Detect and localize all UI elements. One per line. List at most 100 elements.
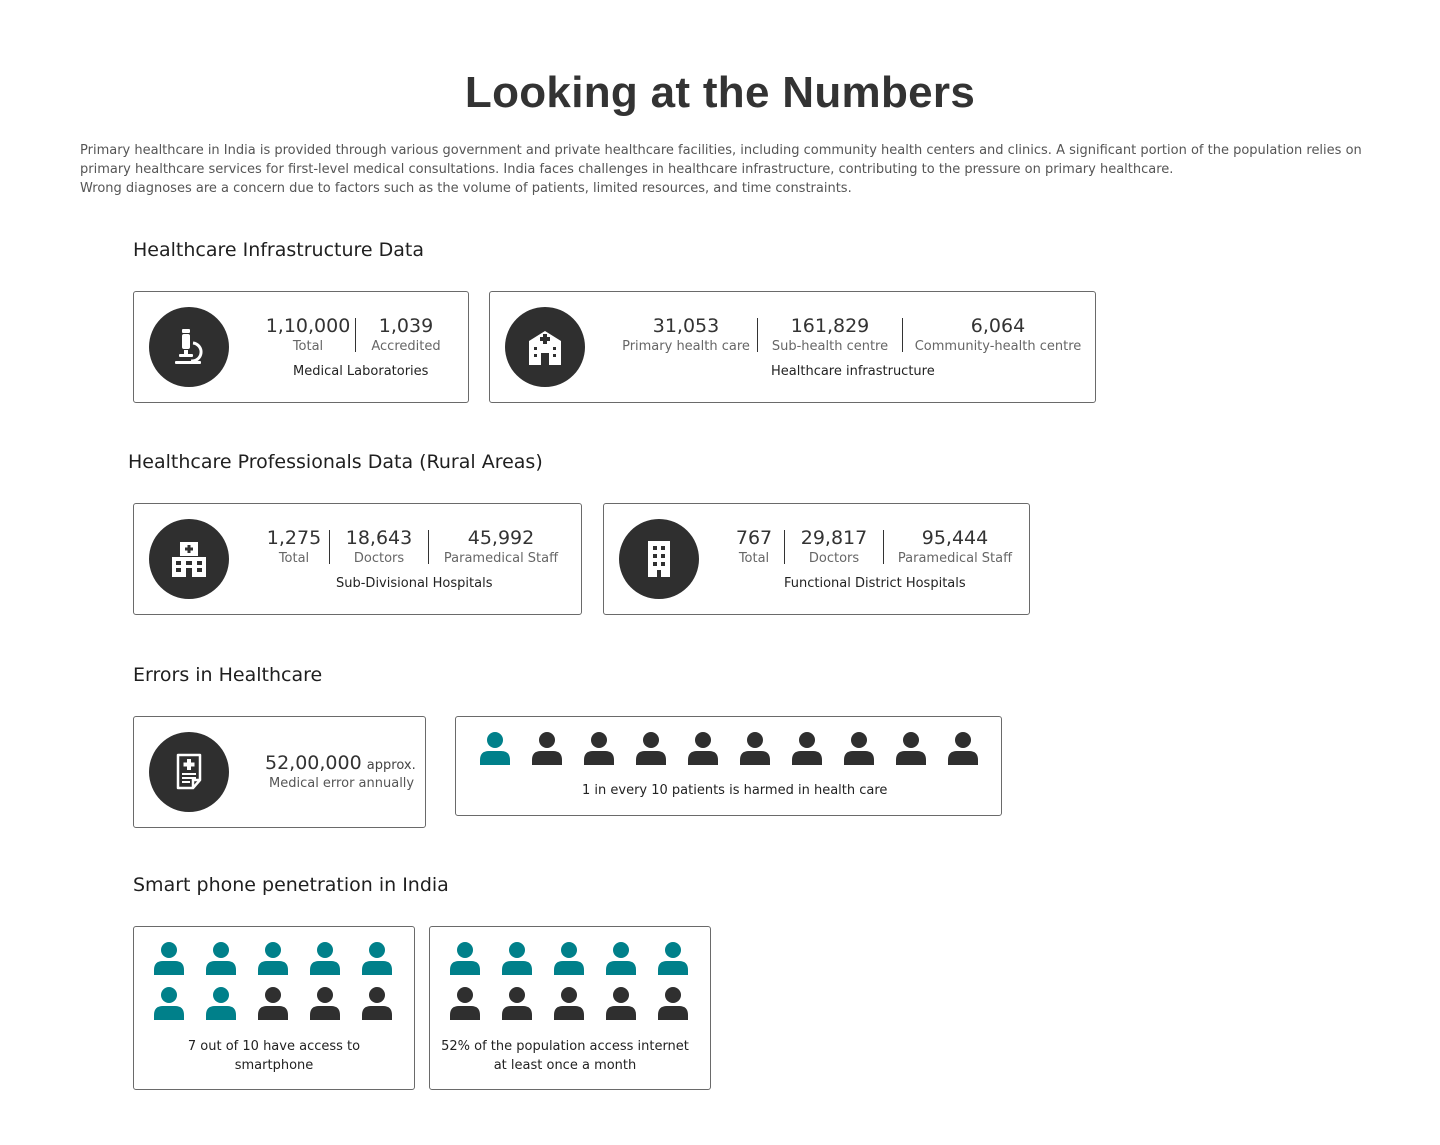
internet-access-caption: 52% of the population access internet at… — [430, 1037, 700, 1075]
person-icon — [310, 987, 340, 1020]
divider — [355, 318, 356, 352]
stat-total: 767 Total — [724, 526, 784, 568]
page-title: Looking at the Numbers — [464, 68, 976, 117]
person-icon — [606, 987, 636, 1020]
intro-text: Primary healthcare in India is provided … — [80, 141, 1370, 198]
sub-divisional-hospitals-card: 1,275 Total 18,643 Doctors 45,992 Parame… — [133, 503, 582, 615]
infrastructure-stats: 31,053 Primary health care 161,829 Sub-h… — [615, 314, 1093, 356]
person-icon — [896, 732, 926, 765]
stat-paramedical-staff: 45,992 Paramedical Staff — [429, 526, 573, 568]
section-title-errors: Errors in Healthcare — [133, 664, 323, 686]
person-highlighted-icon — [154, 942, 184, 975]
stat-paramedical-staff: 95,444 Paramedical Staff — [884, 526, 1026, 568]
section-title-infrastructure: Healthcare Infrastructure Data — [133, 239, 425, 261]
stat-value: 767 — [735, 527, 773, 549]
person-highlighted-icon — [310, 942, 340, 975]
stat-sub-health-centre: 161,829 Sub-health centre — [758, 314, 902, 356]
error-count: 52,00,000 — [265, 752, 362, 774]
person-highlighted-icon — [206, 942, 236, 975]
person-highlighted-icon — [362, 942, 392, 975]
stat-label: Doctors — [353, 551, 405, 566]
stat-label: Paramedical Staff — [897, 551, 1013, 566]
stat-value: 1,039 — [378, 315, 434, 337]
stat-total: 1,275 Total — [259, 526, 329, 568]
stat-value: 31,053 — [652, 315, 720, 337]
section-title-smartphone: Smart phone penetration in India — [133, 874, 449, 896]
card-caption: Healthcare infrastructure — [771, 364, 935, 379]
lab-stats: 1,10,000 Total 1,039 Accredited — [261, 314, 456, 356]
person-highlighted-icon — [154, 987, 184, 1020]
stat-label: Paramedical Staff — [443, 551, 559, 566]
person-icon — [362, 987, 392, 1020]
patient-harm-pictogram — [479, 731, 979, 765]
sub-divisional-stats: 1,275 Total 18,643 Doctors 45,992 Parame… — [259, 526, 573, 568]
intro-paragraph: Wrong diagnoses are a concern due to fac… — [80, 181, 852, 196]
caption-line: at least once a month — [493, 1058, 637, 1073]
stat-total: 1,10,000 Total — [261, 314, 355, 356]
stat-value: 95,444 — [921, 527, 989, 549]
person-icon — [554, 987, 584, 1020]
divider — [329, 530, 330, 564]
internet-pictogram-row — [449, 941, 689, 975]
divider — [902, 318, 903, 352]
error-count-suffix: approx. — [366, 758, 416, 773]
stat-label: Community-health centre — [914, 339, 1082, 354]
person-icon — [532, 732, 562, 765]
smartphone-pictogram-row — [153, 941, 393, 975]
person-highlighted-icon — [658, 942, 688, 975]
person-icon — [584, 732, 614, 765]
stat-label: Total — [292, 339, 324, 354]
medical-laboratories-card: 1,10,000 Total 1,039 Accredited Medical … — [133, 291, 469, 403]
person-highlighted-icon — [606, 942, 636, 975]
stat-label: Total — [738, 551, 770, 566]
person-icon — [658, 987, 688, 1020]
person-highlighted-icon — [450, 942, 480, 975]
hospital-icon — [505, 307, 585, 387]
functional-district-hospitals-card: 767 Total 29,817 Doctors 95,444 Paramedi… — [603, 503, 1030, 615]
person-highlighted-icon — [206, 987, 236, 1020]
stat-value: 1,275 — [266, 527, 322, 549]
medical-error-card: 52,00,000 approx. Medical error annually — [133, 716, 426, 828]
person-icon — [740, 732, 770, 765]
divider — [428, 530, 429, 564]
microscope-icon — [149, 307, 229, 387]
medical-report-icon — [149, 732, 229, 812]
card-caption: Sub-Divisional Hospitals — [336, 576, 493, 591]
person-highlighted-icon — [480, 732, 510, 765]
stat-label: Doctors — [808, 551, 860, 566]
card-caption: Medical Laboratories — [293, 364, 429, 379]
stat-doctors: 18,643 Doctors — [330, 526, 428, 568]
person-icon — [258, 987, 288, 1020]
person-icon — [502, 987, 532, 1020]
divider — [883, 530, 884, 564]
person-icon — [792, 732, 822, 765]
office-building-icon — [619, 519, 699, 599]
smartphone-pictogram-row — [153, 986, 393, 1020]
stat-primary-health-care: 31,053 Primary health care — [615, 314, 757, 356]
stat-value: 6,064 — [970, 315, 1026, 337]
stat-doctors: 29,817 Doctors — [785, 526, 883, 568]
internet-pictogram-row — [449, 986, 689, 1020]
caption-line: smartphone — [234, 1058, 314, 1073]
stat-label: Primary health care — [622, 339, 750, 354]
clinic-building-icon — [149, 519, 229, 599]
person-icon — [948, 732, 978, 765]
patient-harm-card: 1 in every 10 patients is harmed in heal… — [455, 716, 1002, 816]
stat-label: Accredited — [371, 339, 441, 354]
stat-label: Total — [278, 551, 310, 566]
divider — [784, 530, 785, 564]
patient-harm-caption: 1 in every 10 patients is harmed in heal… — [582, 783, 888, 798]
caption-line: 52% of the population access internet — [441, 1039, 689, 1054]
person-highlighted-icon — [258, 942, 288, 975]
stat-accredited: 1,039 Accredited — [356, 314, 456, 356]
person-icon — [844, 732, 874, 765]
person-icon — [688, 732, 718, 765]
smartphone-access-card: 7 out of 10 have access to smartphone — [133, 926, 415, 1090]
smartphone-access-caption: 7 out of 10 have access to smartphone — [134, 1037, 414, 1075]
section-title-professionals: Healthcare Professionals Data (Rural Are… — [128, 451, 543, 473]
internet-access-card: 52% of the population access internet at… — [429, 926, 711, 1090]
person-highlighted-icon — [554, 942, 584, 975]
medical-error-label: Medical error annually — [269, 776, 415, 791]
stat-community-health-centre: 6,064 Community-health centre — [903, 314, 1093, 356]
stat-value: 161,829 — [790, 315, 870, 337]
